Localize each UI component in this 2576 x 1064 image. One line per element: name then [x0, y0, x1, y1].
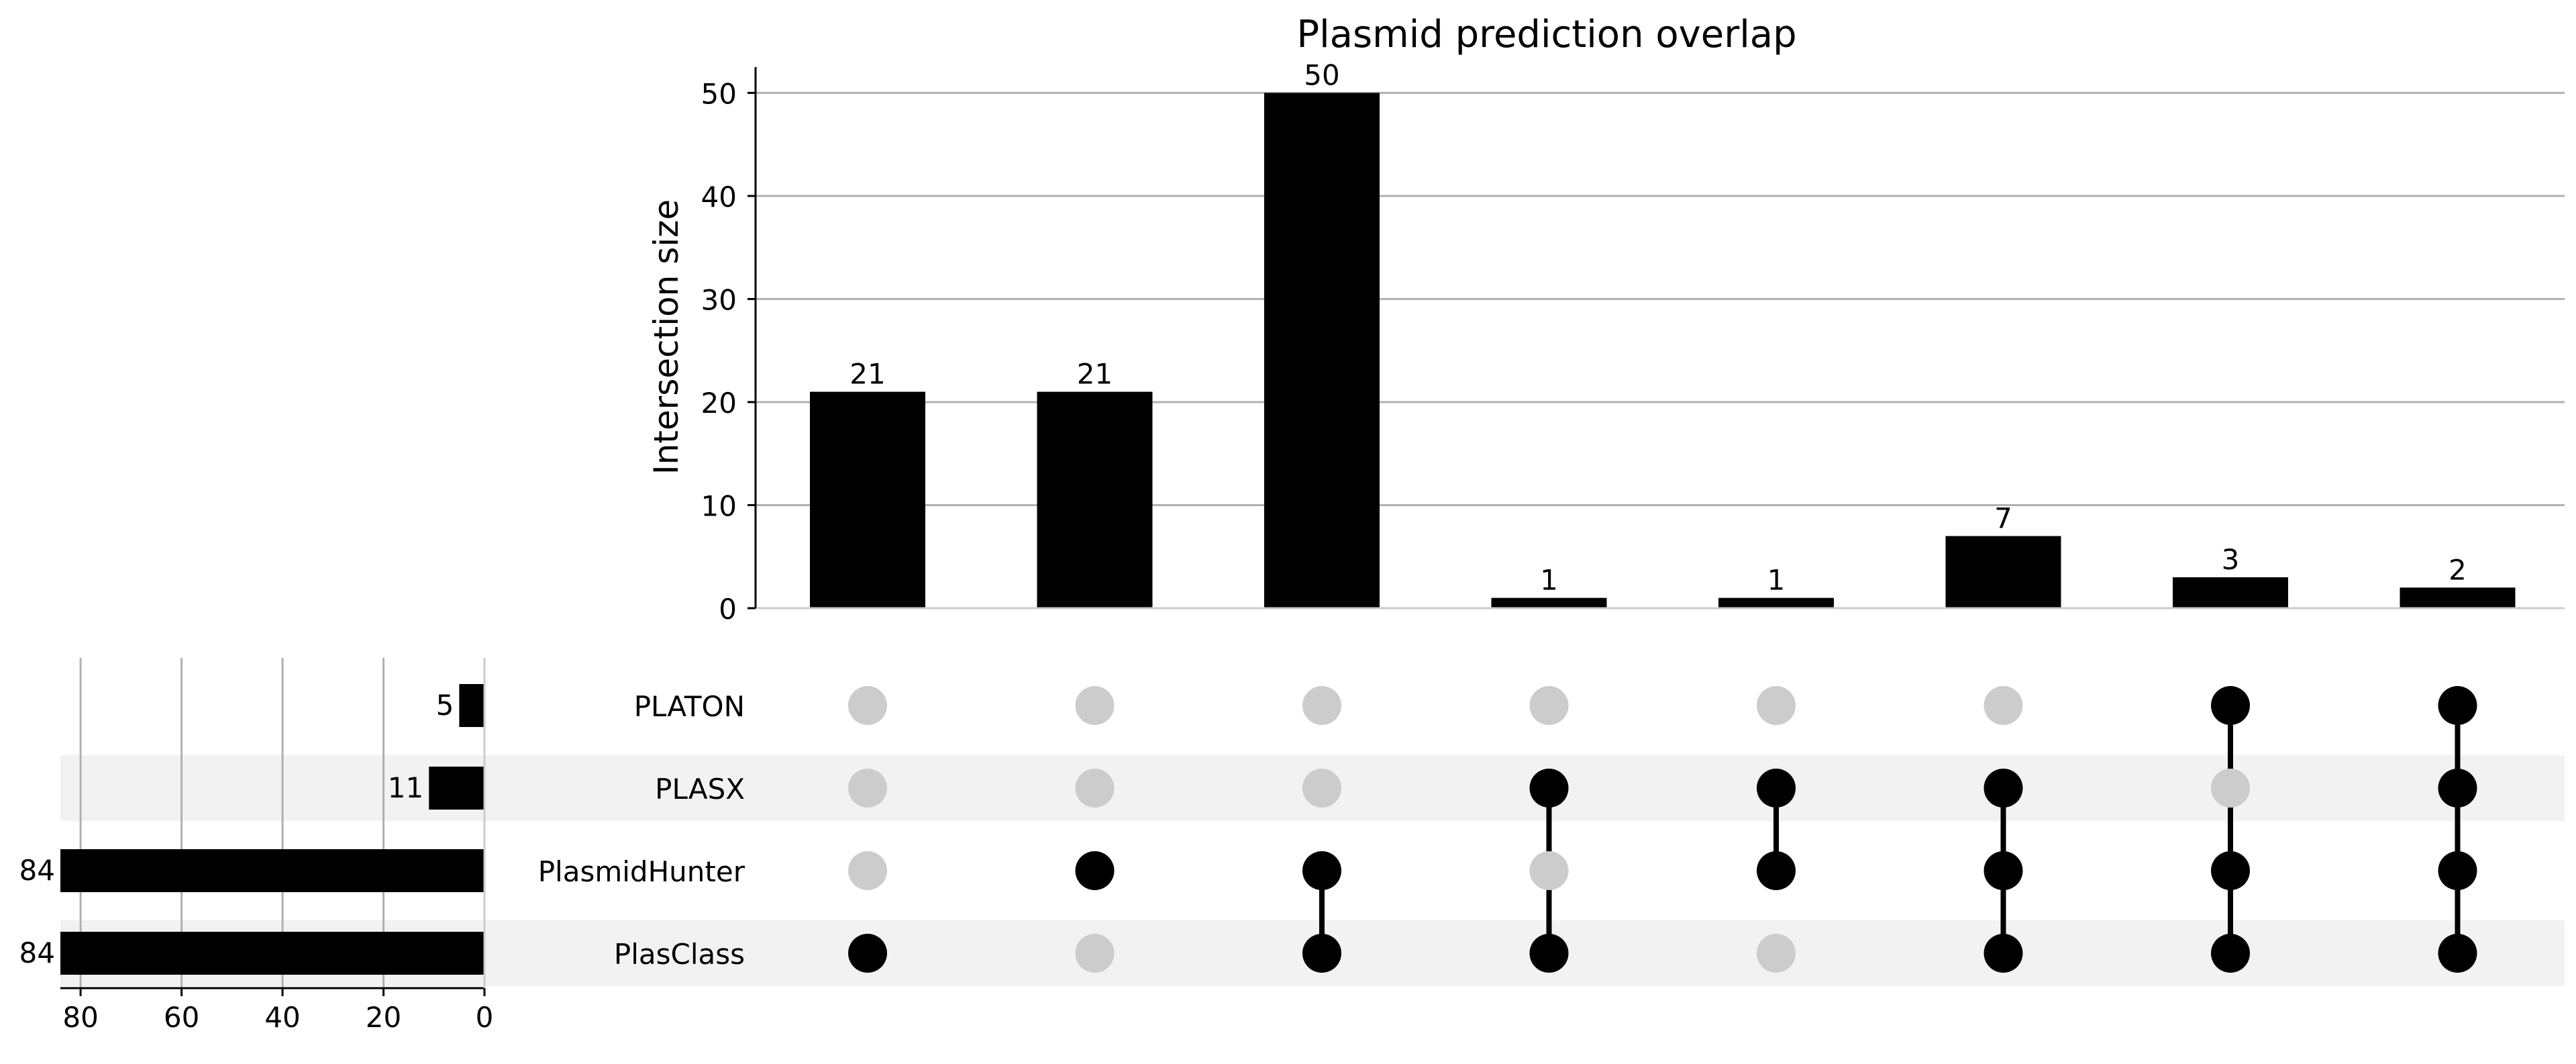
intersection-bar	[1264, 93, 1380, 608]
matrix-dot-inactive	[848, 686, 887, 725]
matrix-dot-active	[1983, 851, 2023, 890]
matrix-dot-active	[2211, 851, 2250, 890]
matrix-dot-inactive	[1302, 686, 1341, 725]
matrix-dot-active	[2438, 686, 2477, 725]
bar-value-label: 2	[2449, 553, 2467, 586]
intersection-matrix	[848, 686, 2477, 973]
matrix-dot-active	[1757, 769, 1796, 808]
matrix-dot-inactive	[1302, 769, 1341, 808]
bar-value-label: 3	[2222, 543, 2240, 576]
set-size-bar	[60, 849, 484, 892]
set-x-tick-label: 60	[164, 1001, 199, 1034]
bar-value-label: 21	[1077, 358, 1113, 391]
matrix-dot-inactive	[1075, 769, 1115, 808]
set-x-tick-label: 80	[62, 1001, 98, 1034]
bar-value-label: 7	[1994, 502, 2012, 535]
set-size-label: 84	[19, 936, 55, 969]
y-tick-label: 50	[701, 77, 737, 110]
matrix-dot-inactive	[1529, 686, 1569, 725]
matrix-dot-active	[1529, 769, 1569, 808]
set-name-label: PLASX	[655, 773, 745, 806]
y-axis-label: Intersection size	[647, 199, 686, 475]
y-tick-label: 10	[701, 489, 737, 522]
matrix-dot-inactive	[2211, 769, 2250, 808]
intersection-bar	[1491, 597, 1607, 608]
set-x-tick-label: 40	[264, 1001, 300, 1034]
y-tick-label: 30	[701, 283, 737, 316]
set-name-label: PlasClass	[614, 938, 745, 971]
bar-value-label: 21	[849, 358, 885, 391]
set-x-tick-label: 20	[366, 1001, 401, 1034]
matrix-dot-active	[1983, 934, 2023, 973]
set-name-label: PlasmidHunter	[538, 855, 745, 888]
set-x-tick-label: 0	[476, 1001, 494, 1034]
set-size-bar	[459, 684, 484, 727]
matrix-dot-inactive	[848, 851, 887, 890]
matrix-dot-active	[1302, 934, 1341, 973]
set-size-bar	[429, 767, 484, 810]
matrix-dot-active	[2211, 686, 2250, 725]
chart-text: Plasmid prediction overlap Intersection …	[19, 13, 2467, 1034]
matrix-dot-inactive	[1757, 934, 1796, 973]
bar-value-label: 1	[1540, 564, 1558, 597]
y-tick-label: 0	[719, 593, 737, 626]
bar-value-label: 50	[1304, 58, 1339, 91]
intersection-bar	[2173, 577, 2288, 608]
matrix-dot-active	[1302, 851, 1341, 890]
matrix-dot-active	[848, 934, 887, 973]
set-size-label: 5	[436, 689, 454, 722]
matrix-dot-inactive	[848, 769, 887, 808]
intersection-bar	[1718, 597, 1834, 608]
matrix-dot-inactive	[1983, 686, 2023, 725]
intersection-bar	[1037, 391, 1153, 608]
matrix-dot-active	[2438, 769, 2477, 808]
matrix-dot-active	[1075, 851, 1115, 890]
matrix-dot-active	[2211, 934, 2250, 973]
matrix-dot-active	[1529, 934, 1569, 973]
matrix-dot-inactive	[1529, 851, 1569, 890]
intersection-bar	[810, 391, 925, 608]
matrix-dot-inactive	[1075, 934, 1115, 973]
matrix-dot-active	[2438, 851, 2477, 890]
axes	[60, 67, 2565, 996]
chart-title: Plasmid prediction overlap	[1296, 13, 1796, 56]
set-size-label: 11	[388, 771, 423, 804]
y-tick-label: 20	[701, 387, 737, 420]
intersection-bars	[810, 93, 2516, 608]
intersection-bar	[1945, 536, 2061, 608]
matrix-dot-active	[2438, 934, 2477, 973]
matrix-dot-active	[1983, 769, 2023, 808]
matrix-dot-inactive	[1075, 686, 1115, 725]
set-size-bars	[60, 684, 484, 975]
y-tick-label: 40	[701, 181, 737, 213]
matrix-dot-inactive	[1757, 686, 1796, 725]
intersection-bar	[2400, 587, 2516, 608]
set-size-bar	[60, 932, 484, 975]
set-size-label: 84	[19, 854, 55, 887]
bar-value-label: 1	[1767, 564, 1786, 597]
matrix-dot-active	[1757, 851, 1796, 890]
set-name-label: PLATON	[634, 690, 745, 723]
